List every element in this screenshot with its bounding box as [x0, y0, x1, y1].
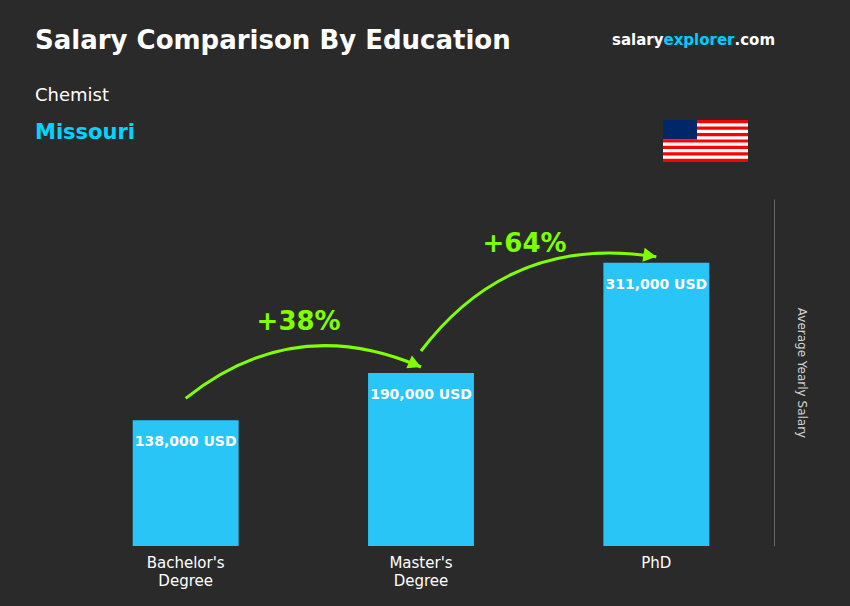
svg-text:190,000 USD: 190,000 USD — [370, 386, 472, 402]
svg-text:salary: salary — [612, 31, 664, 49]
svg-text:Degree: Degree — [394, 572, 449, 590]
svg-text:explorer: explorer — [663, 31, 735, 49]
svg-text:Missouri: Missouri — [35, 120, 135, 144]
svg-text:Master's: Master's — [389, 554, 452, 572]
svg-text:138,000 USD: 138,000 USD — [135, 433, 237, 449]
svg-text:+38%: +38% — [257, 306, 341, 336]
svg-text:.com: .com — [734, 31, 775, 49]
svg-text:Bachelor's: Bachelor's — [147, 554, 225, 572]
svg-text:Chemist: Chemist — [35, 84, 109, 105]
svg-text:Salary Comparison By Education: Salary Comparison By Education — [35, 25, 511, 55]
svg-text:Average Yearly Salary: Average Yearly Salary — [795, 308, 809, 438]
svg-text:PhD: PhD — [641, 554, 671, 572]
svg-text:+64%: +64% — [483, 228, 567, 258]
svg-text:311,000 USD: 311,000 USD — [605, 276, 707, 292]
svg-text:Degree: Degree — [158, 572, 213, 590]
